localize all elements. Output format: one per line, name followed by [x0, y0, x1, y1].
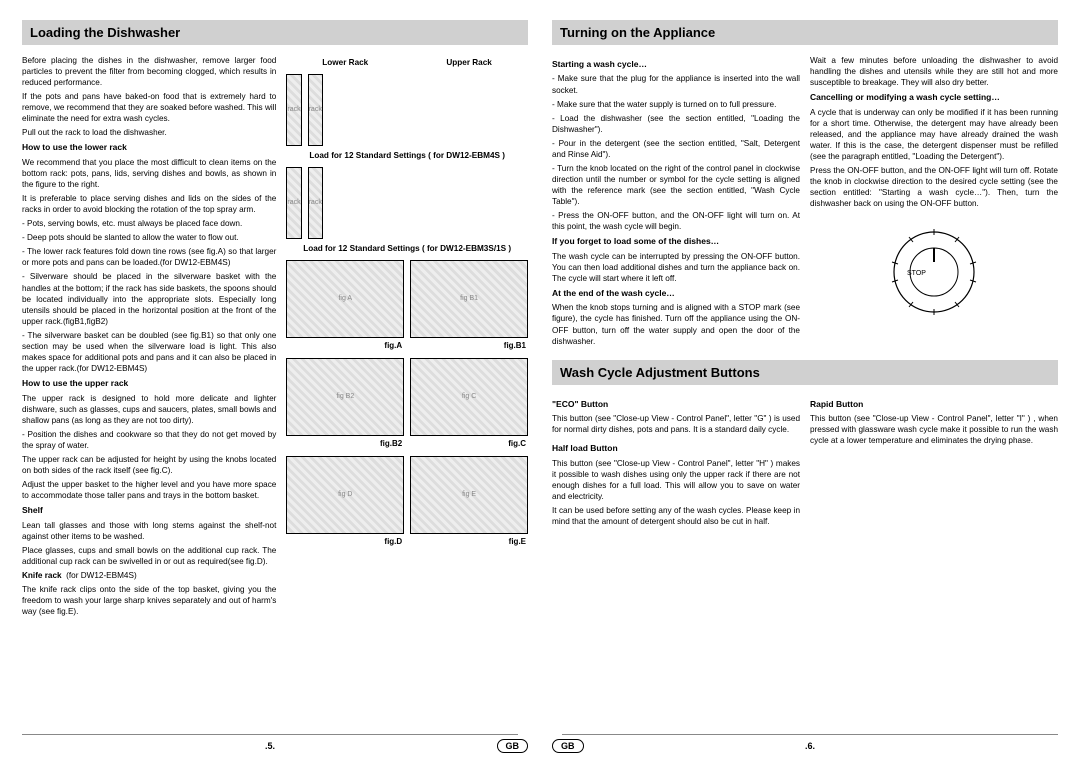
- para: The knife rack clips onto the side of th…: [22, 584, 276, 617]
- subhead-shelf: Shelf: [22, 505, 276, 516]
- fig-e-label: fig.E: [410, 536, 528, 552]
- fig-c: fig C: [410, 358, 528, 436]
- subhead-upper-rack: How to use the upper rack: [22, 378, 276, 389]
- fig-row-ab: fig A fig.A fig B1 fig.B1: [286, 258, 528, 356]
- subhead-rapid: Rapid Button: [810, 399, 1058, 410]
- fig-e: fig E: [410, 456, 528, 534]
- para: This button (see "Close-up View - Contro…: [552, 458, 800, 502]
- fig-lower-rack-2: rack: [286, 167, 301, 239]
- rack-labels: Lower Rack Upper Rack: [286, 55, 528, 72]
- bullet: - The lower rack features fold down tine…: [22, 246, 276, 268]
- para: Adjust the upper basket to the higher le…: [22, 479, 276, 501]
- knob-icon: STOP: [879, 217, 989, 327]
- footer-left: .5. GB: [0, 741, 540, 751]
- right-col2: Wait a few minutes before unloading the …: [810, 55, 1058, 350]
- para: Wait a few minutes before unloading the …: [810, 55, 1058, 88]
- stop-text: STOP: [907, 270, 926, 277]
- para: A cycle that is underway can only be mod…: [810, 107, 1058, 162]
- fig-row-1: rack rack: [286, 72, 528, 148]
- right-columns-1: Starting a wash cycle… - Make sure that …: [552, 55, 1058, 350]
- para: Before placing the dishes in the dishwas…: [22, 55, 276, 88]
- para: Press the ON-OFF button, and the ON-OFF …: [810, 165, 1058, 209]
- para: Lean tall glasses and those with long st…: [22, 520, 276, 542]
- bullet: - Load the dishwasher (see the section e…: [552, 113, 800, 135]
- fig-a-label: fig.A: [286, 340, 404, 356]
- para: The upper rack can be adjusted for heigh…: [22, 454, 276, 476]
- section-header-loading: Loading the Dishwasher: [22, 20, 528, 45]
- left-col2: Lower Rack Upper Rack rack rack Load for…: [286, 55, 528, 620]
- caption-2: Load for 12 Standard Settings ( for DW12…: [286, 243, 528, 254]
- bullet: - Make sure that the plug for the applia…: [552, 73, 800, 95]
- fig-c-label: fig.C: [410, 438, 528, 454]
- fig-row-b2c: fig B2 fig.B2 fig C fig.C: [286, 356, 528, 454]
- gb-badge: GB: [552, 739, 584, 753]
- footer-divider: [562, 734, 1058, 735]
- bullet: - Turn the knob located on the right of …: [552, 163, 800, 207]
- page-left: Loading the Dishwasher Before placing th…: [0, 0, 540, 763]
- bullet: - Position the dishes and cookware so th…: [22, 429, 276, 451]
- bullet: - Pots, serving bowls, etc. must always …: [22, 218, 276, 229]
- fig-d-label: fig.D: [286, 536, 404, 552]
- right-col1: Starting a wash cycle… - Make sure that …: [552, 55, 800, 350]
- page-right: Turning on the Appliance Starting a wash…: [540, 0, 1080, 763]
- bullet: - The silverware basket can be doubled (…: [22, 330, 276, 374]
- wc-col2: Rapid Button This button (see "Close-up …: [810, 395, 1058, 530]
- subhead-end: At the end of the wash cycle…: [552, 288, 800, 299]
- page-number: .5.: [0, 741, 540, 751]
- para: The upper rack is designed to hold more …: [22, 393, 276, 426]
- fig-lower-rack-1: rack: [286, 74, 301, 146]
- fig-upper-rack-2: rack: [308, 167, 323, 239]
- label-lower-rack: Lower Rack: [286, 57, 404, 68]
- bullet: - Press the ON-OFF button, and the ON-OF…: [552, 210, 800, 232]
- para: It is preferable to place serving dishes…: [22, 193, 276, 215]
- left-columns: Before placing the dishes in the dishwas…: [22, 55, 528, 620]
- para: We recommend that you place the most dif…: [22, 157, 276, 190]
- fig-upper-rack-1: rack: [308, 74, 323, 146]
- subhead-forget: If you forget to load some of the dishes…: [552, 236, 800, 247]
- wc-col1: "ECO" Button This button (see "Close-up …: [552, 395, 800, 530]
- bullet: - Silverware should be placed in the sil…: [22, 271, 276, 326]
- para: The wash cycle can be interrupted by pre…: [552, 251, 800, 284]
- footer-right: GB .6.: [540, 741, 1080, 751]
- fig-row-2: rack rack: [286, 165, 528, 241]
- fig-a: fig A: [286, 260, 404, 338]
- bullet: - Pour in the detergent (see the section…: [552, 138, 800, 160]
- fig-b2: fig B2: [286, 358, 404, 436]
- fig-row-de: fig D fig.D fig E fig.E: [286, 454, 528, 552]
- page-number: .6.: [540, 741, 1080, 751]
- fig-d: fig D: [286, 456, 404, 534]
- right-columns-2: "ECO" Button This button (see "Close-up …: [552, 395, 1058, 530]
- section-header-turning-on: Turning on the Appliance: [552, 20, 1058, 45]
- para: When the knob stops turning and is align…: [552, 302, 800, 346]
- knife-label: Knife rack: [22, 571, 62, 580]
- caption-1: Load for 12 Standard Settings ( for DW12…: [286, 150, 528, 161]
- footer-divider: [22, 734, 518, 735]
- para: This button (see "Close-up View - Contro…: [552, 413, 800, 435]
- para: It can be used before setting any of the…: [552, 505, 800, 527]
- fig-b1-label: fig.B1: [410, 340, 528, 356]
- para: Place glasses, cups and small bowls on t…: [22, 545, 276, 567]
- subhead-cancel: Cancelling or modifying a wash cycle set…: [810, 92, 1058, 103]
- subhead-knife: Knife rack (for DW12-EBM4S): [22, 570, 276, 581]
- subhead-lower-rack: How to use the lower rack: [22, 142, 276, 153]
- gb-badge: GB: [497, 739, 529, 753]
- left-col1: Before placing the dishes in the dishwas…: [22, 55, 276, 620]
- subhead-eco: "ECO" Button: [552, 399, 800, 410]
- bullet: - Deep pots should be slanted to allow t…: [22, 232, 276, 243]
- manual-spread: Loading the Dishwasher Before placing th…: [0, 0, 1080, 763]
- para: If the pots and pans have baked-on food …: [22, 91, 276, 124]
- para: Pull out the rack to load the dishwasher…: [22, 127, 276, 138]
- subhead-start-cycle: Starting a wash cycle…: [552, 59, 800, 70]
- subhead-half: Half load Button: [552, 443, 800, 454]
- para: This button (see "Close-up View - Contro…: [810, 413, 1058, 446]
- label-upper-rack: Upper Rack: [410, 57, 528, 68]
- bullet: - Make sure that the water supply is tur…: [552, 99, 800, 110]
- fig-b2-label: fig.B2: [286, 438, 404, 454]
- knife-suffix: (for DW12-EBM4S): [66, 571, 137, 580]
- section-header-wash-cycle: Wash Cycle Adjustment Buttons: [552, 360, 1058, 385]
- fig-b1: fig B1: [410, 260, 528, 338]
